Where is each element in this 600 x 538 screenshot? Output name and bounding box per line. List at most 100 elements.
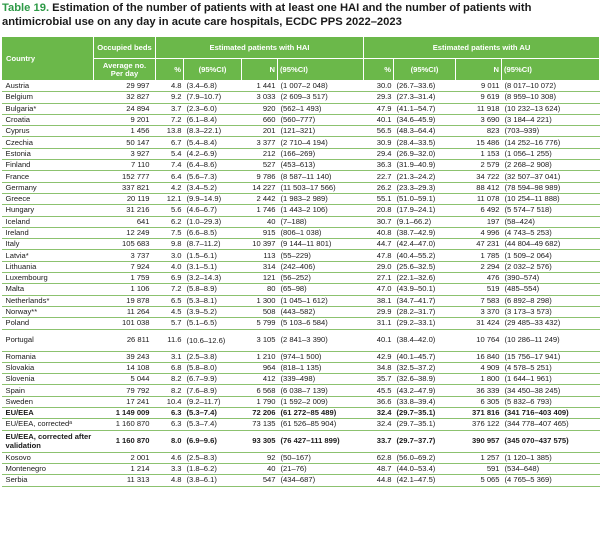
cell-hai-pct: 3.1 bbox=[155, 351, 184, 363]
cell-au-n: 1 785 bbox=[455, 249, 502, 262]
cell-au-nci: (6 892–8 298) bbox=[501, 295, 600, 307]
cell-au-n: 31 424 bbox=[455, 317, 502, 330]
cell-au-ci: (42.1–47.5) bbox=[393, 474, 456, 487]
cell-country: Serbia bbox=[1, 474, 94, 487]
cell-au-n: 197 bbox=[455, 216, 502, 228]
cell-au-nci: (2 032–2 576) bbox=[501, 261, 600, 274]
cell-occupied-beds: 24 894 bbox=[93, 103, 156, 115]
cell-hai-pct: 4.0 bbox=[155, 261, 184, 274]
cell-hai-nci: (76 427–111 899) bbox=[277, 430, 364, 453]
cell-hai-pct: 4.6 bbox=[155, 452, 184, 464]
cell-au-n: 11 918 bbox=[455, 103, 502, 115]
cell-au-pct: 62.8 bbox=[363, 452, 394, 464]
cell-hai-nci: (8 587–11 140) bbox=[277, 170, 364, 183]
cell-au-n: 4 996 bbox=[455, 227, 502, 240]
cell-country: Poland bbox=[1, 317, 94, 330]
cell-country: Slovakia bbox=[1, 362, 94, 375]
cell-hai-pct: 4.5 bbox=[155, 306, 184, 319]
cell-occupied-beds: 9 201 bbox=[93, 114, 156, 127]
data-table: Country Occupied beds Estimated patients… bbox=[1, 36, 600, 487]
table-row: Netherlands* 19 878 6.5 (5.3–8.1) 1 300 (1 04… bbox=[1, 295, 600, 307]
table-row: Belgium 32 827 9.2 (7.9–10.7) 3 033 (2 609–3 … bbox=[1, 91, 600, 104]
cell-hai-ci: (5.6–7.3) bbox=[183, 170, 242, 183]
cell-au-n: 16 840 bbox=[455, 351, 502, 363]
cell-hai-n: 1 300 bbox=[241, 295, 278, 307]
cell-hai-nci: (562–1 493) bbox=[277, 103, 364, 115]
cell-hai-pct: 8.2 bbox=[155, 373, 184, 386]
cell-hai-n: 3 033 bbox=[241, 91, 278, 104]
cell-country: Kosovo bbox=[1, 452, 94, 464]
cell-au-ci: (9.1–66.2) bbox=[393, 216, 456, 228]
table-row: Sweden 17 241 10.4 (9.2–11.7) 1 790 (1 592–2 … bbox=[1, 396, 600, 409]
cell-au-ci: (41.1–54.7) bbox=[393, 103, 456, 115]
cell-country: Germany bbox=[1, 182, 94, 194]
cell-au-n: 1 257 bbox=[455, 452, 502, 464]
cell-au-pct: 35.7 bbox=[363, 373, 394, 386]
cell-au-ci: (23.3–29.3) bbox=[393, 182, 456, 194]
table-row: Malta 1 106 7.2 (5.8–8.9) 80 (65–98) 47.0 (43.9… bbox=[1, 283, 600, 296]
cell-au-n: 9 011 bbox=[455, 80, 502, 93]
cell-country: Austria bbox=[1, 80, 94, 93]
cell-au-ci: (28.4–33.5) bbox=[393, 136, 456, 149]
cell-au-n: 36 339 bbox=[455, 384, 502, 397]
cell-hai-ci: (6.1–8.4) bbox=[183, 114, 242, 127]
cell-hai-nci: (56–252) bbox=[277, 272, 364, 285]
cell-hai-nci: (61 526–85 904) bbox=[277, 418, 364, 431]
cell-au-nci: (534–648) bbox=[501, 463, 600, 476]
cell-au-n: 10 764 bbox=[455, 329, 502, 352]
cell-au-ci: (32.6–38.9) bbox=[393, 373, 456, 386]
cell-hai-pct: 6.8 bbox=[155, 362, 184, 375]
cell-occupied-beds: 1 149 009 bbox=[93, 407, 156, 420]
cell-au-ci: (29.2–33.1) bbox=[393, 317, 456, 330]
cell-au-ci: (56.0–69.2) bbox=[393, 452, 456, 464]
cell-country: Cyprus bbox=[1, 125, 94, 138]
cell-hai-ci: (10.6–12.6) bbox=[183, 329, 242, 352]
cell-au-n: 1 153 bbox=[455, 148, 502, 161]
cell-hai-nci: (1 592–2 009) bbox=[277, 396, 364, 409]
cell-occupied-beds: 3 737 bbox=[93, 249, 156, 262]
cell-au-n: 591 bbox=[455, 463, 502, 476]
cell-hai-ci: (5.1–6.5) bbox=[183, 317, 242, 330]
table-header: Country Occupied beds Estimated patients… bbox=[1, 36, 600, 81]
cell-hai-n: 93 305 bbox=[241, 430, 278, 453]
cell-hai-n: 915 bbox=[241, 227, 278, 240]
cell-au-nci: (703–939) bbox=[501, 125, 600, 138]
cell-au-n: 2 579 bbox=[455, 159, 502, 172]
cell-hai-n: 2 442 bbox=[241, 193, 278, 206]
cell-au-ci: (38.4–42.0) bbox=[393, 329, 456, 352]
cell-hai-n: 314 bbox=[241, 261, 278, 274]
table-row: Luxembourg 1 759 6.9 (3.2–14.3) 121 (56–252) 2… bbox=[1, 272, 600, 285]
header-hai-n: N bbox=[241, 58, 278, 81]
cell-au-n: 476 bbox=[455, 272, 502, 285]
cell-hai-pct: 5.6 bbox=[155, 204, 184, 217]
cell-au-nci: (344 778–407 465) bbox=[501, 418, 600, 431]
cell-hai-nci: (1 007–2 048) bbox=[277, 80, 364, 93]
table-row: Slovenia 5 044 8.2 (6.7–9.9) 412 (339–498) 35.… bbox=[1, 373, 600, 386]
cell-au-nci: (2 268–2 908) bbox=[501, 159, 600, 172]
cell-hai-nci: (6 038–7 139) bbox=[277, 384, 364, 397]
cell-hai-nci: (50–167) bbox=[277, 452, 364, 464]
cell-au-pct: 47.9 bbox=[363, 103, 394, 115]
cell-hai-n: 508 bbox=[241, 306, 278, 319]
cell-au-nci: (4 743–5 253) bbox=[501, 227, 600, 240]
header-hai: Estimated patients with HAI bbox=[155, 36, 364, 59]
cell-occupied-beds: 20 119 bbox=[93, 193, 156, 206]
cell-occupied-beds: 32 827 bbox=[93, 91, 156, 104]
table-row: Norway** 11 264 4.5 (3.9–5.2) 508 (443–582) 29… bbox=[1, 306, 600, 319]
cell-occupied-beds: 11 313 bbox=[93, 474, 156, 487]
cell-country: Spain bbox=[1, 384, 94, 397]
cell-country: Bulgaria* bbox=[1, 103, 94, 115]
cell-country: Czechia bbox=[1, 136, 94, 149]
cell-au-nci: (32 507–37 041) bbox=[501, 170, 600, 183]
cell-hai-nci: (2 841–3 390) bbox=[277, 329, 364, 352]
cell-hai-pct: 5.4 bbox=[155, 148, 184, 161]
cell-hai-n: 201 bbox=[241, 125, 278, 138]
cell-au-pct: 29.0 bbox=[363, 261, 394, 274]
cell-au-nci: (10 254–11 888) bbox=[501, 193, 600, 206]
cell-au-n: 47 231 bbox=[455, 238, 502, 251]
cell-hai-n: 10 397 bbox=[241, 238, 278, 251]
cell-au-pct: 40.1 bbox=[363, 114, 394, 127]
header-au-pct: % bbox=[363, 58, 394, 81]
table-row: Latvia* 3 737 3.0 (1.5–6.1) 113 (55–229) 47.8(… bbox=[1, 249, 600, 262]
cell-au-ci: (44.0–53.4) bbox=[393, 463, 456, 476]
